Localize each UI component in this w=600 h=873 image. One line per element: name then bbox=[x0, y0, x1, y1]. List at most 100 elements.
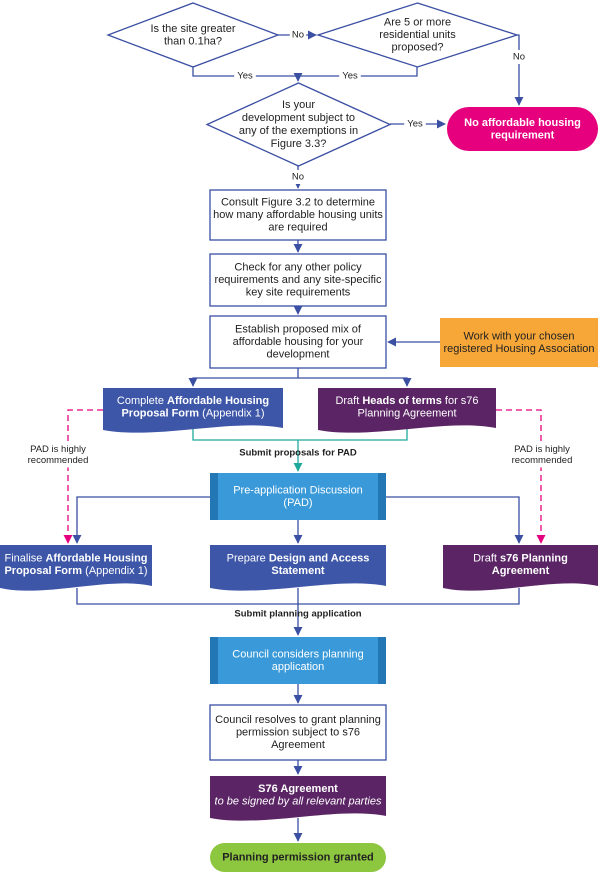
label-part: development subject to bbox=[242, 112, 355, 124]
label-bg bbox=[21, 442, 95, 468]
edge bbox=[76, 588, 520, 635]
label: development bbox=[267, 348, 330, 360]
label: residential units bbox=[379, 29, 456, 41]
edge bbox=[386, 496, 524, 544]
label: Council resolves to grant planning bbox=[215, 714, 381, 726]
label-part: Check for any other policy bbox=[234, 261, 362, 273]
edge bbox=[188, 368, 299, 387]
label-bg bbox=[505, 442, 579, 468]
step bbox=[440, 318, 598, 367]
label: any of the exemptions in bbox=[239, 125, 358, 137]
edge-label: No bbox=[292, 30, 304, 41]
label: registered Housing Association bbox=[443, 343, 594, 355]
label: Draft s76 Planning bbox=[473, 552, 568, 564]
label-bg bbox=[234, 69, 256, 83]
step bbox=[209, 189, 387, 241]
label: Is your bbox=[282, 99, 315, 111]
label-bg bbox=[289, 170, 307, 184]
label-part: registered Housing Association bbox=[443, 343, 594, 355]
label-part: application bbox=[272, 661, 325, 673]
label-bg bbox=[289, 28, 307, 42]
label-part: Heads of terms bbox=[362, 395, 441, 407]
label: Check for any other policy bbox=[234, 261, 362, 273]
process bbox=[210, 473, 386, 520]
label: Draft Heads of terms for s76 bbox=[335, 395, 478, 407]
document bbox=[210, 776, 386, 821]
label-part: Complete bbox=[117, 395, 167, 407]
label-part: (Appendix 1) bbox=[82, 565, 147, 577]
label-part: requirements and any site-specific bbox=[215, 274, 382, 286]
terminal bbox=[447, 107, 598, 151]
label-part: Draft bbox=[335, 395, 362, 407]
label: Consult Figure 3.2 to determine bbox=[221, 196, 375, 208]
label-part: S76 Agreement bbox=[258, 783, 338, 795]
label-part: Pre-application Discussion bbox=[233, 484, 363, 496]
label-part: Planning permission granted bbox=[222, 851, 374, 863]
label-part: than 0.1ha? bbox=[164, 35, 222, 47]
label-part: how many affordable housing units bbox=[213, 209, 383, 221]
label-part: Is your bbox=[282, 99, 315, 111]
edge-label: Yes bbox=[342, 71, 358, 82]
terminal bbox=[210, 843, 386, 872]
label-bg bbox=[510, 50, 528, 64]
label-part: Finalise bbox=[4, 552, 45, 564]
edge-label: Yes bbox=[407, 119, 423, 130]
label-part: Draft bbox=[473, 552, 500, 564]
label-part: residential units bbox=[379, 29, 456, 41]
document bbox=[318, 388, 496, 433]
label: Is the site greater bbox=[151, 23, 236, 35]
label-part: Planning Agreement bbox=[357, 407, 456, 419]
label: Work with your chosen bbox=[463, 330, 574, 342]
label-part: Affordable Housing bbox=[45, 552, 147, 564]
label-bg bbox=[339, 69, 361, 83]
label-part: for s76 bbox=[442, 395, 479, 407]
label-part: Affordable Housing bbox=[167, 395, 269, 407]
edge-label: Submit proposals for PAD bbox=[239, 448, 357, 459]
label-part: Establish proposed mix of bbox=[235, 323, 362, 335]
decision bbox=[205, 82, 392, 167]
label-part: (PAD) bbox=[283, 497, 312, 509]
label: how many affordable housing units bbox=[213, 209, 383, 221]
edge bbox=[514, 34, 524, 106]
document bbox=[443, 545, 598, 591]
label: Agreement bbox=[492, 565, 550, 577]
label: than 0.1ha? bbox=[164, 35, 222, 47]
label-part: to be signed by all relevant parties bbox=[215, 795, 382, 807]
label: key site requirements bbox=[246, 286, 351, 298]
label-bg bbox=[404, 117, 426, 131]
process-edge bbox=[210, 473, 218, 520]
document bbox=[103, 388, 283, 433]
edge bbox=[63, 409, 103, 544]
label: Are 5 or more bbox=[384, 16, 451, 28]
label-part: Figure 3.3? bbox=[271, 138, 327, 150]
decision bbox=[315, 2, 520, 68]
label: proposed? bbox=[392, 41, 444, 53]
label-part: Is the site greater bbox=[151, 23, 236, 35]
label: Finalise Affordable Housing bbox=[4, 552, 147, 564]
edge-label: No bbox=[513, 52, 525, 63]
label: Statement bbox=[271, 565, 325, 577]
label-part: Prepare bbox=[227, 552, 269, 564]
label: Pre-application Discussion bbox=[233, 484, 363, 496]
edge bbox=[496, 409, 546, 544]
label: Planning Agreement bbox=[357, 407, 456, 419]
label-part: key site requirements bbox=[246, 286, 351, 298]
process bbox=[210, 637, 386, 684]
edge-label: PAD is highly bbox=[30, 444, 86, 455]
label: No affordable housing bbox=[464, 117, 581, 129]
document bbox=[0, 545, 152, 591]
label-part: requirement bbox=[491, 129, 555, 141]
decision bbox=[106, 2, 280, 68]
label: Figure 3.3? bbox=[271, 138, 327, 150]
label-part: Proposal Form bbox=[121, 407, 199, 419]
label-part: s76 Planning bbox=[500, 552, 568, 564]
process-edge bbox=[378, 473, 386, 520]
edge-label: Submit planning application bbox=[234, 609, 361, 620]
label: S76 Agreement bbox=[258, 783, 338, 795]
process-edge bbox=[210, 637, 218, 684]
process-edge bbox=[378, 637, 386, 684]
label-part: any of the exemptions in bbox=[239, 125, 358, 137]
label-part: Agreement bbox=[492, 565, 550, 577]
label-part: Proposal Form bbox=[4, 565, 82, 577]
